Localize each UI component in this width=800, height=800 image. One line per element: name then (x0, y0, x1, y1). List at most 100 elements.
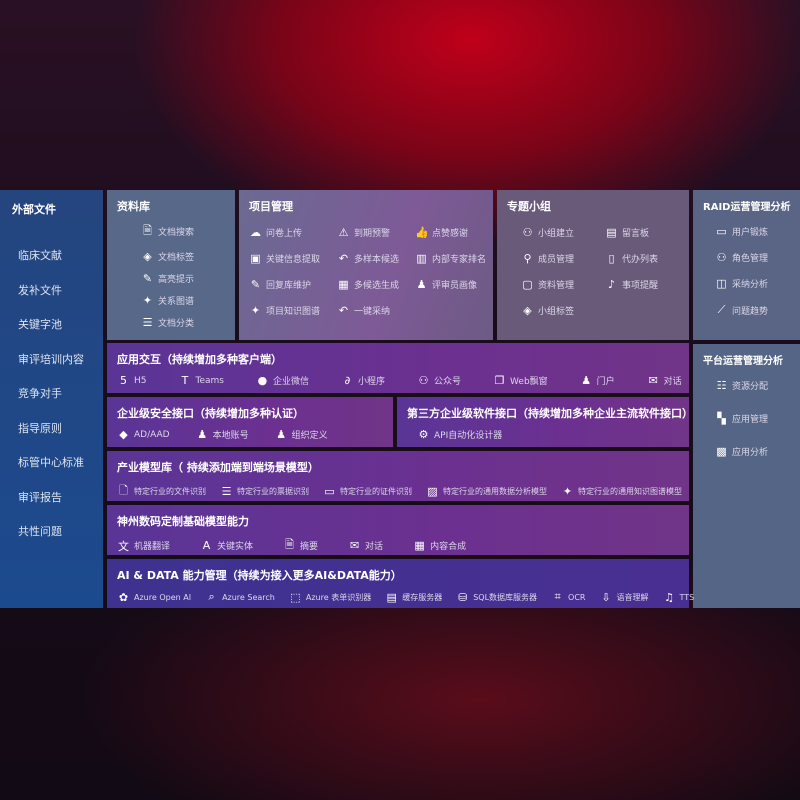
group-item[interactable]: ⚇ 小组建立 (521, 226, 605, 239)
base-item[interactable]: 🗎 摘要 (283, 536, 318, 555)
platform-item[interactable]: ▩ 应用分析 (715, 445, 790, 458)
group-item[interactable]: ▤ 留言板 (605, 226, 675, 239)
library-item[interactable]: ◈ 文档标签 (141, 250, 225, 263)
app-title: 应用交互（持续增加多种客户端） (117, 353, 282, 366)
item-label: 语音理解 (616, 592, 649, 602)
project-item[interactable]: ↶ 一键采纳 (337, 304, 415, 317)
raid-item[interactable]: ⚇ 角色管理 (715, 251, 790, 264)
thirdparty-item[interactable]: ⚙ API自动化设计器 (417, 428, 503, 441)
aidata-item[interactable]: ✿ Azure Open AI (117, 591, 191, 604)
platform-item[interactable]: ☷ 资源分配 (715, 379, 790, 392)
receipt-icon: ☰ (221, 485, 232, 498)
ocr-icon: ⌗ (554, 590, 561, 603)
base-item[interactable]: 文机器翻译 (117, 538, 170, 554)
aidata-item[interactable]: ⌕ Azure Search (205, 590, 275, 604)
external-file-item[interactable]: 发补文件 (18, 283, 62, 297)
item-label: 机器翻译 (134, 542, 171, 552)
project-item[interactable]: ▥ 内部专家排名 (415, 252, 495, 265)
item-label: 关键信息提取 (266, 255, 321, 265)
item-label: 企业微信 (272, 377, 309, 387)
aidata-item[interactable]: ♫ TTS (663, 591, 694, 604)
group-item[interactable]: ⚲ 成员管理 (521, 252, 605, 265)
external-file-item[interactable]: 标管中心标准 (18, 456, 84, 469)
app-interaction-panel: 应用交互（持续增加多种客户端） 5 H5 T Teams ● 企业微信 ∂ 小程序 ⚇ 公众号 ❐ We… (107, 343, 689, 393)
item-label: OCR (568, 592, 586, 602)
aidata-item[interactable]: ⌗ OCR (551, 590, 585, 604)
item-label: Azure Search (222, 592, 275, 602)
project-item[interactable]: 👍 点赞感谢 (415, 226, 495, 239)
app-item[interactable]: ● 企业微信 (256, 374, 309, 387)
apps-icon: ▚ (717, 412, 726, 425)
analysis-icon: ▩ (716, 445, 727, 458)
pen-icon: ✎ (142, 272, 153, 285)
raid-item[interactable]: ▭ 用户锻炼 (715, 225, 790, 238)
library-item[interactable]: 🗎 文档搜索 (141, 222, 225, 241)
id-card-icon: ▭ (716, 225, 727, 238)
project-item[interactable]: ▣ 关键信息提取 (249, 252, 337, 265)
app-item[interactable]: 5 H5 (117, 374, 147, 387)
doc-category-icon: ☰ (142, 316, 153, 329)
app-item[interactable]: ♟ 门户 (580, 374, 614, 387)
library-title: 资料库 (117, 200, 150, 213)
api-gear-icon: ⚙ (418, 428, 429, 441)
industry-title: 产业模型库（ 持续添加端到端场景模型） (117, 461, 319, 474)
industry-item[interactable]: 🗋 特定行业的文件识别 (117, 482, 206, 501)
group-item[interactable]: ▢ 资料管理 (521, 278, 605, 291)
industry-item[interactable]: ☰ 特定行业的票据识别 (220, 485, 309, 498)
cloud-upload-icon: ☁ (250, 226, 261, 239)
security-item[interactable]: ◆ AD/AAD (117, 428, 169, 441)
app-item[interactable]: ❐ Web飘窗 (493, 374, 548, 387)
base-item[interactable]: ▦ 内容合成 (413, 539, 466, 552)
group-title: 专题小组 (507, 200, 551, 213)
aidata-item[interactable]: ⛁ SQL数据库服务器 (456, 591, 537, 604)
project-item[interactable]: ▦ 多候选生成 (337, 278, 415, 291)
puzzle-icon: ▦ (338, 278, 349, 291)
local-account-icon: ♟ (197, 428, 208, 441)
raid-item[interactable]: ◫ 采纳分析 (715, 277, 790, 290)
library-item[interactable]: ✦ 关系图谱 (141, 294, 225, 307)
project-item[interactable]: ↶ 多样本候选 (337, 252, 415, 265)
project-item[interactable]: ♟ 评审员画像 (415, 278, 495, 291)
openai-icon: ✿ (118, 590, 129, 604)
aidata-item[interactable]: ⬚ Azure 表单识别器 (289, 591, 371, 604)
project-item[interactable]: ✦ 项目知识图谱 (249, 304, 337, 317)
person-icon: ♟ (416, 278, 427, 291)
base-item[interactable]: A 关键实体 (200, 539, 253, 552)
item-label: 关键实体 (217, 542, 254, 552)
raid-item[interactable]: ⟋ 问题趋势 (715, 303, 790, 317)
external-file-item[interactable]: 关键字池 (18, 318, 62, 331)
project-item[interactable]: ✎ 回复库维护 (249, 278, 337, 291)
app-item[interactable]: ⚇ 公众号 (417, 374, 461, 387)
aidata-item[interactable]: ▤ 缓存服务器 (385, 591, 443, 604)
app-item[interactable]: ✉ 对话 (647, 374, 682, 387)
web-window-icon: ❐ (494, 374, 505, 387)
app-item[interactable]: T Teams (179, 374, 224, 387)
project-item[interactable]: ⚠ 到期预警 (337, 226, 415, 239)
external-file-item[interactable]: 共性问题 (18, 525, 62, 538)
industry-item[interactable]: ✦ 特定行业的通用知识图谱模型 (561, 485, 682, 498)
industry-item[interactable]: ▭ 特定行业的证件识别 (323, 485, 412, 498)
base-item[interactable]: ✉ 对话 (348, 539, 383, 552)
external-file-item[interactable]: 指导原则 (18, 421, 62, 435)
item-label: 项目知识图谱 (266, 307, 321, 317)
library-item[interactable]: ☰ 文档分类 (141, 316, 225, 329)
external-file-item[interactable]: 审评培训内容 (18, 352, 84, 366)
item-label: 本地账号 (212, 431, 249, 441)
item-label: 内部专家排名 (432, 255, 487, 265)
library-item[interactable]: ✎ 高亮提示 (141, 272, 225, 285)
app-item[interactable]: ∂ 小程序 (341, 374, 385, 387)
project-item[interactable]: ☁ 问卷上传 (249, 226, 337, 239)
security-item[interactable]: ♟ 本地账号 (196, 428, 249, 441)
group-item[interactable]: ◈ 小组标签 (521, 304, 605, 317)
external-file-item[interactable]: 审评报告 (18, 490, 62, 504)
external-file-item[interactable]: 竞争对手 (18, 387, 62, 400)
group-item[interactable]: ▯ 代办列表 (605, 252, 675, 265)
chart-icon: ▨ (427, 485, 438, 498)
platform-item[interactable]: ▚ 应用管理 (715, 412, 790, 425)
aidata-item[interactable]: ⇩ 语音理解 (600, 591, 649, 604)
external-file-item[interactable]: 临床文献 (18, 249, 62, 262)
group-item[interactable]: ♪ 事项提醒 (605, 278, 675, 291)
item-label: 小组建立 (538, 229, 575, 239)
industry-item[interactable]: ▨ 特定行业的通用数据分析模型 (426, 485, 547, 498)
security-item[interactable]: ♟ 组织定义 (275, 428, 327, 441)
